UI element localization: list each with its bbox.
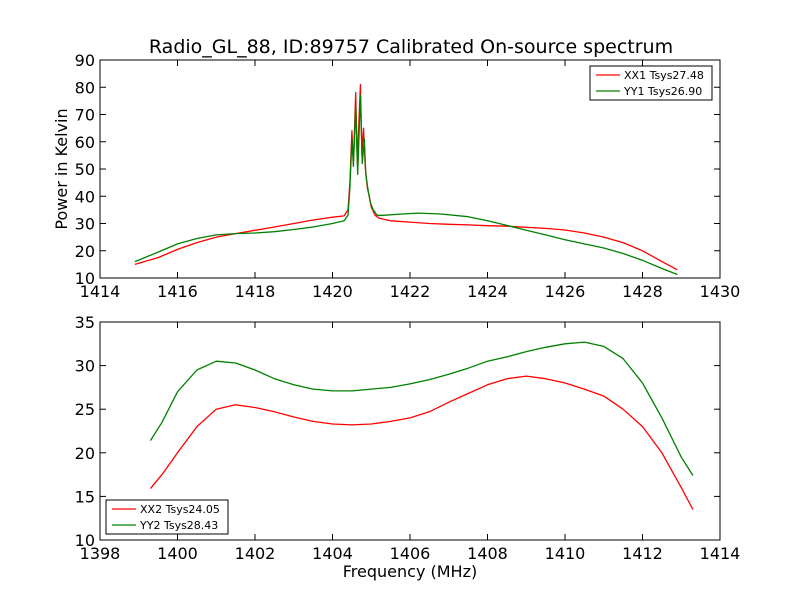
- top-y-tick-label: 20: [75, 242, 95, 261]
- top-x-tick-label: 1430: [700, 282, 741, 301]
- top-x-tick-label: 1424: [467, 282, 508, 301]
- top-x-tick-label: 1428: [622, 282, 663, 301]
- bottom-x-tick-label: 1414: [700, 544, 741, 563]
- top-x-tick-label: 1422: [390, 282, 431, 301]
- top-x-tick-label: 1426: [545, 282, 586, 301]
- bottom-x-tick-label: 1402: [235, 544, 276, 563]
- top-y-axis-title: Power in Kelvin: [52, 108, 71, 229]
- top-legend: [589, 65, 713, 101]
- bottom-y-tick-label: 15: [75, 487, 95, 506]
- bottom-y-tick-label: 25: [75, 400, 95, 419]
- bottom-series-line-1: [149, 375, 694, 510]
- bottom-series-line-2: [149, 341, 694, 476]
- figure-title: Radio_GL_88, ID:89757 Calibrated On-sour…: [149, 36, 673, 58]
- top-x-tick-label: 1420: [312, 282, 353, 301]
- top-y-tick-label: 10: [75, 269, 95, 288]
- bottom-x-tick-label: 1404: [312, 544, 353, 563]
- bottom-x-tick-label: 1408: [467, 544, 508, 563]
- bottom-y-tick-label: 30: [75, 357, 95, 376]
- bottom-y-tick-label: 20: [75, 444, 95, 463]
- bottom-y-tick-label: 10: [75, 531, 95, 550]
- top-legend-label: XX1 Tsys27.48: [624, 69, 704, 82]
- bottom-x-tick-label: 1412: [622, 544, 663, 563]
- top-x-tick-label: 1416: [157, 282, 198, 301]
- bottom-x-tick-label: 1398: [80, 544, 121, 563]
- top-y-tick-label: 40: [75, 187, 95, 206]
- top-y-tick-label: 90: [75, 51, 95, 70]
- bottom-x-tick-label: 1410: [545, 544, 586, 563]
- top-y-tick-label: 50: [75, 160, 95, 179]
- top-x-tick-label: 1414: [80, 282, 121, 301]
- top-y-tick-label: 70: [75, 106, 95, 125]
- top-x-tick-label: 1418: [235, 282, 276, 301]
- bottom-x-tick-label: 1406: [390, 544, 431, 563]
- top-y-tick-label: 80: [75, 78, 95, 97]
- bottom-legend-label: XX2 Tsys24.05: [140, 503, 220, 516]
- bottom-x-tick-label: 1400: [157, 544, 198, 563]
- bottom-x-axis-title: Frequency (MHz): [343, 562, 477, 581]
- top-y-tick-label: 30: [75, 215, 95, 234]
- bottom-spectrum-panel: 1398 1400 1402 1404 1406 1408 1410 1412 1414 10 15…: [75, 313, 741, 563]
- top-spectrum-panel: 1414 1416 1418 1420 1422 1424 1426 1428 1430 10 20…: [75, 51, 741, 301]
- top-y-tick-label: 60: [75, 133, 95, 152]
- bottom-legend: [105, 499, 229, 535]
- top-series-line-2: [134, 94, 678, 276]
- top-legend-label: YY1 Tsys26.90: [623, 85, 702, 98]
- bottom-legend-label: YY2 Tsys28.43: [139, 519, 218, 532]
- bottom-y-tick-label: 35: [75, 313, 95, 332]
